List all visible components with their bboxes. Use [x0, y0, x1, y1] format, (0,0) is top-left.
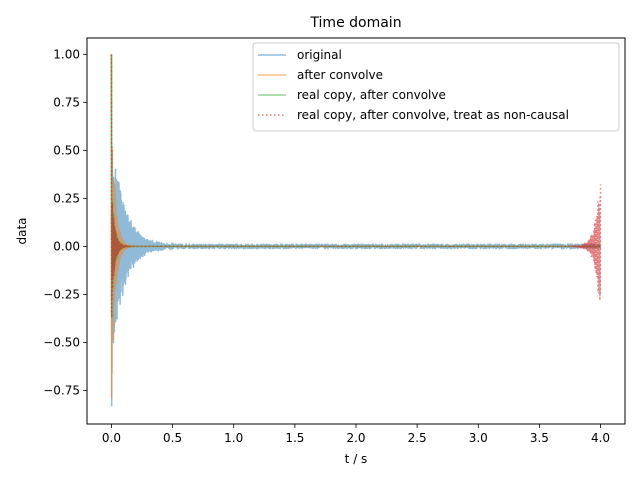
- legend-label: real copy, after convolve, treat as non-…: [297, 108, 569, 122]
- legend-label: after convolve: [297, 68, 383, 82]
- x-tick-label: 1.0: [224, 431, 243, 445]
- x-tick-label: 2.5: [408, 431, 427, 445]
- legend-label: real copy, after convolve: [297, 88, 446, 102]
- x-tick-label: 0.0: [102, 431, 121, 445]
- y-tick-label: −0.75: [43, 383, 80, 397]
- legend-box: [252, 42, 620, 132]
- x-tick-label: 2.0: [346, 431, 365, 445]
- x-tick-label: 3.0: [469, 431, 488, 445]
- x-axis: 0.0 0.5 1.0 1.5 2.0 2.5 3.0 3.5 4.0: [102, 424, 610, 445]
- x-tick-label: 3.5: [530, 431, 549, 445]
- y-tick-label: 0.25: [53, 191, 80, 205]
- plot-area: [110, 54, 602, 407]
- y-tick-label: 0.00: [53, 239, 80, 253]
- y-tick-label: 0.50: [53, 143, 80, 157]
- series-line-3: [110, 54, 602, 319]
- x-tick-label: 0.5: [163, 431, 182, 445]
- y-tick-label: −0.50: [43, 335, 80, 349]
- y-tick-label: −0.25: [43, 287, 80, 301]
- x-tick-label: 4.0: [591, 431, 610, 445]
- x-tick-label: 1.5: [285, 431, 304, 445]
- x-axis-label: t / s: [345, 452, 368, 466]
- y-tick-label: 1.00: [53, 47, 80, 61]
- y-tick-label: 0.75: [53, 95, 80, 109]
- y-axis: −0.75 −0.50 −0.25 0.00 0.25 0.50 0.75 1.00: [43, 47, 87, 397]
- y-axis-label: data: [15, 217, 29, 244]
- chart-title: Time domain: [309, 15, 401, 31]
- legend-label: original: [297, 48, 342, 62]
- legend: original after convolve real copy, after c…: [252, 42, 620, 132]
